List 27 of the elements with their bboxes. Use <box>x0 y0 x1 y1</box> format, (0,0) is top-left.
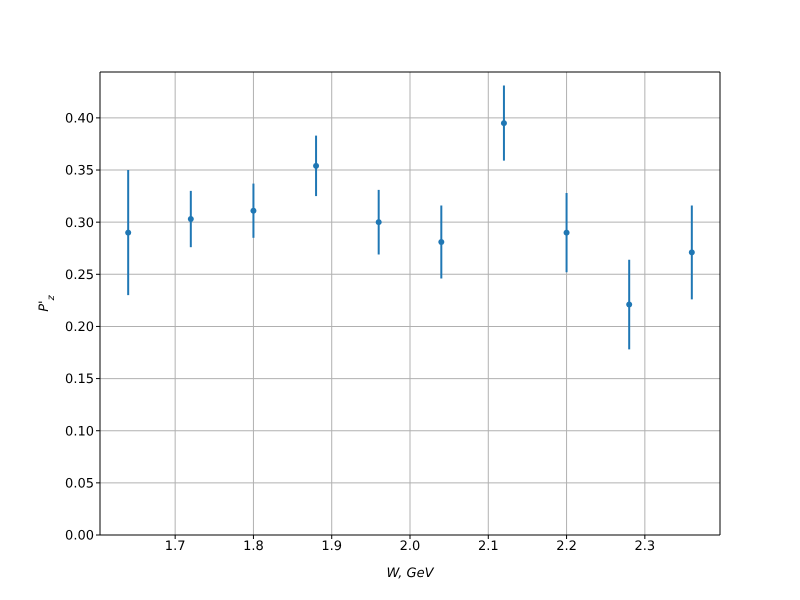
x-tick-label: 2.0 <box>400 539 420 554</box>
y-tick-label: 0.00 <box>65 528 94 544</box>
point <box>250 208 256 214</box>
point <box>313 162 320 169</box>
x-tick-label: 2.1 <box>478 539 499 554</box>
point <box>376 219 382 226</box>
x-axis-title: W, GeV <box>386 566 435 581</box>
y-tick-label: 0.25 <box>65 268 94 283</box>
point <box>564 230 570 236</box>
x-tick-label: 1.8 <box>243 539 264 554</box>
point <box>438 238 444 245</box>
point <box>188 216 194 222</box>
x-tick-label: 1.9 <box>321 539 342 554</box>
x-tick-label: 1.7 <box>164 539 186 554</box>
y-tick-label: 0.35 <box>65 164 94 179</box>
y-tick-label: 0.40 <box>65 112 94 126</box>
y-tick-label: 0.05 <box>65 476 94 492</box>
x-tick-label: 2.3 <box>634 539 656 554</box>
point <box>125 230 132 236</box>
y-tick-label: 0.15 <box>65 372 94 388</box>
point <box>626 302 632 308</box>
point <box>688 249 695 256</box>
x-tick-label: 2.2 <box>556 539 577 554</box>
y-tick-label: 0.10 <box>65 424 94 440</box>
y-tick-label: 0.20 <box>65 320 94 336</box>
point <box>500 120 507 126</box>
y-tick-label: 0.30 <box>65 216 94 231</box>
